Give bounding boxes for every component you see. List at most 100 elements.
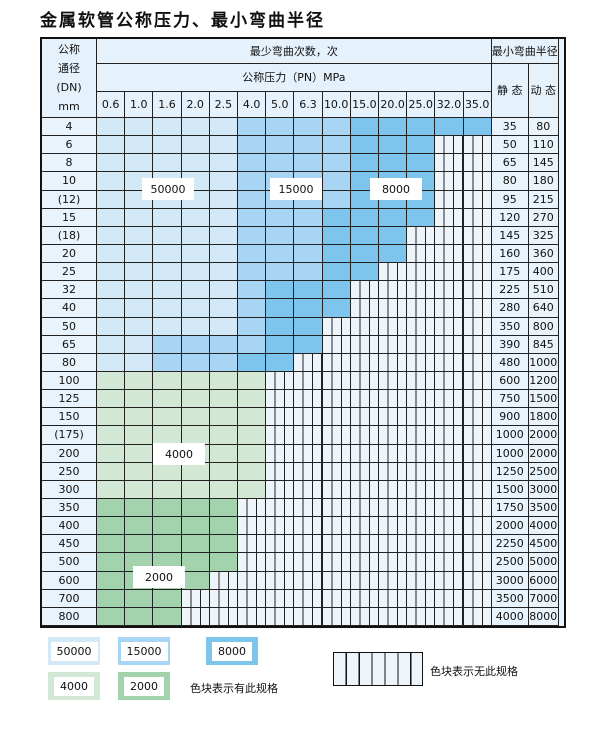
legend-4000: 4000 bbox=[48, 672, 100, 700]
static-radius-cell: 480 bbox=[491, 353, 529, 372]
spec-cell-8000 bbox=[350, 154, 379, 173]
no-spec-cell bbox=[435, 553, 464, 572]
no-spec-cell bbox=[463, 480, 492, 499]
spec-cell-50000 bbox=[97, 317, 126, 336]
no-spec-cell bbox=[350, 444, 379, 463]
static-radius-cell: 145 bbox=[491, 226, 529, 245]
spec-cell-4000 bbox=[209, 408, 238, 427]
spec-cell-15000 bbox=[322, 154, 351, 173]
spec-cell-50000 bbox=[125, 154, 154, 173]
no-spec-cell bbox=[350, 390, 379, 409]
spec-cell-15000 bbox=[181, 335, 210, 354]
spec-cell-15000 bbox=[294, 136, 323, 155]
spec-cell-50000 bbox=[209, 281, 238, 300]
label-4000: 4000 bbox=[153, 443, 205, 465]
no-spec-cell bbox=[463, 317, 492, 336]
dn-header-line: 公称 bbox=[58, 43, 80, 56]
spec-cell-8000 bbox=[407, 136, 436, 155]
no-spec-cell bbox=[379, 299, 408, 318]
pressure-col-header: 2.5 bbox=[209, 92, 238, 118]
spec-cell-50000 bbox=[181, 317, 210, 336]
spec-cell-50000 bbox=[181, 154, 210, 173]
no-spec-cell bbox=[379, 499, 408, 518]
spec-cell-50000 bbox=[209, 263, 238, 282]
spec-cell-50000 bbox=[181, 281, 210, 300]
spec-cell-50000 bbox=[153, 154, 182, 173]
dn-cell: 20 bbox=[42, 245, 97, 264]
spec-cell-50000 bbox=[209, 226, 238, 245]
spec-cell-50000 bbox=[209, 172, 238, 191]
dynamic-header: 动 态 bbox=[528, 64, 559, 118]
static-radius-cell: 900 bbox=[491, 408, 529, 427]
static-radius-cell: 3500 bbox=[491, 589, 529, 608]
spec-cell-50000 bbox=[125, 263, 154, 282]
spec-cell-2000 bbox=[125, 535, 154, 554]
no-spec-cell bbox=[294, 589, 323, 608]
no-spec-cell bbox=[463, 408, 492, 427]
no-spec-cell bbox=[266, 589, 295, 608]
no-spec-cell bbox=[407, 245, 436, 264]
no-spec-cell bbox=[266, 571, 295, 590]
spec-cell-50000 bbox=[97, 263, 126, 282]
dn-cell: 65 bbox=[42, 335, 97, 354]
static-radius-cell: 600 bbox=[491, 372, 529, 391]
no-spec-cell bbox=[294, 553, 323, 572]
no-spec-cell bbox=[407, 535, 436, 554]
no-spec-cell bbox=[435, 517, 464, 536]
no-spec-cell bbox=[435, 281, 464, 300]
no-spec-cell bbox=[322, 444, 351, 463]
spec-cell-8000 bbox=[350, 118, 379, 137]
spec-cell-4000 bbox=[238, 426, 267, 445]
legend-50000: 50000 bbox=[48, 637, 100, 665]
dn-cell: 15 bbox=[42, 208, 97, 227]
min-radius-header: 最小弯曲半径 bbox=[491, 39, 559, 64]
no-spec-cell bbox=[379, 535, 408, 554]
pressure-col-header: 35.0 bbox=[463, 92, 492, 118]
no-spec-cell bbox=[350, 281, 379, 300]
spec-cell-4000 bbox=[181, 372, 210, 391]
spec-cell-2000 bbox=[209, 499, 238, 518]
dynamic-radius-cell: 800 bbox=[528, 317, 559, 336]
dn-header-line: 通径 bbox=[58, 62, 80, 75]
no-spec-cell bbox=[294, 607, 323, 626]
static-radius-cell: 95 bbox=[491, 190, 529, 209]
no-spec-cell bbox=[435, 372, 464, 391]
no-spec-cell bbox=[350, 317, 379, 336]
no-spec-cell bbox=[435, 154, 464, 173]
spec-cell-15000 bbox=[322, 136, 351, 155]
spec-cell-50000 bbox=[153, 245, 182, 264]
spec-cell-50000 bbox=[153, 118, 182, 137]
no-spec-cell bbox=[435, 535, 464, 554]
spec-cell-8000 bbox=[322, 281, 351, 300]
no-spec-cell bbox=[322, 571, 351, 590]
no-spec-cell bbox=[181, 607, 210, 626]
spec-cell-50000 bbox=[125, 118, 154, 137]
no-spec-cell bbox=[209, 607, 238, 626]
pressure-col-header: 5.0 bbox=[266, 92, 295, 118]
no-spec-cell bbox=[209, 571, 238, 590]
spec-cell-15000 bbox=[294, 154, 323, 173]
dn-cell: 80 bbox=[42, 353, 97, 372]
no-spec-cell bbox=[294, 517, 323, 536]
spec-cell-4000 bbox=[209, 426, 238, 445]
no-spec-cell bbox=[379, 335, 408, 354]
spec-cell-50000 bbox=[97, 154, 126, 173]
spec-cell-50000 bbox=[125, 317, 154, 336]
no-spec-cell bbox=[294, 426, 323, 445]
no-spec-cell bbox=[294, 535, 323, 554]
no-spec-cell bbox=[435, 444, 464, 463]
dn-cell: 150 bbox=[42, 408, 97, 427]
spec-cell-15000 bbox=[238, 172, 267, 191]
no-spec-cell bbox=[379, 553, 408, 572]
no-spec-cell bbox=[350, 607, 379, 626]
spec-cell-2000 bbox=[153, 589, 182, 608]
dynamic-radius-cell: 4500 bbox=[528, 535, 559, 554]
no-spec-cell bbox=[407, 589, 436, 608]
legend-2000: 2000 bbox=[118, 672, 170, 700]
dn-cell: (12) bbox=[42, 190, 97, 209]
no-spec-cell bbox=[266, 426, 295, 445]
spec-cell-50000 bbox=[181, 226, 210, 245]
no-spec-cell bbox=[463, 372, 492, 391]
no-spec-cell bbox=[322, 426, 351, 445]
dynamic-radius-cell: 510 bbox=[528, 281, 559, 300]
